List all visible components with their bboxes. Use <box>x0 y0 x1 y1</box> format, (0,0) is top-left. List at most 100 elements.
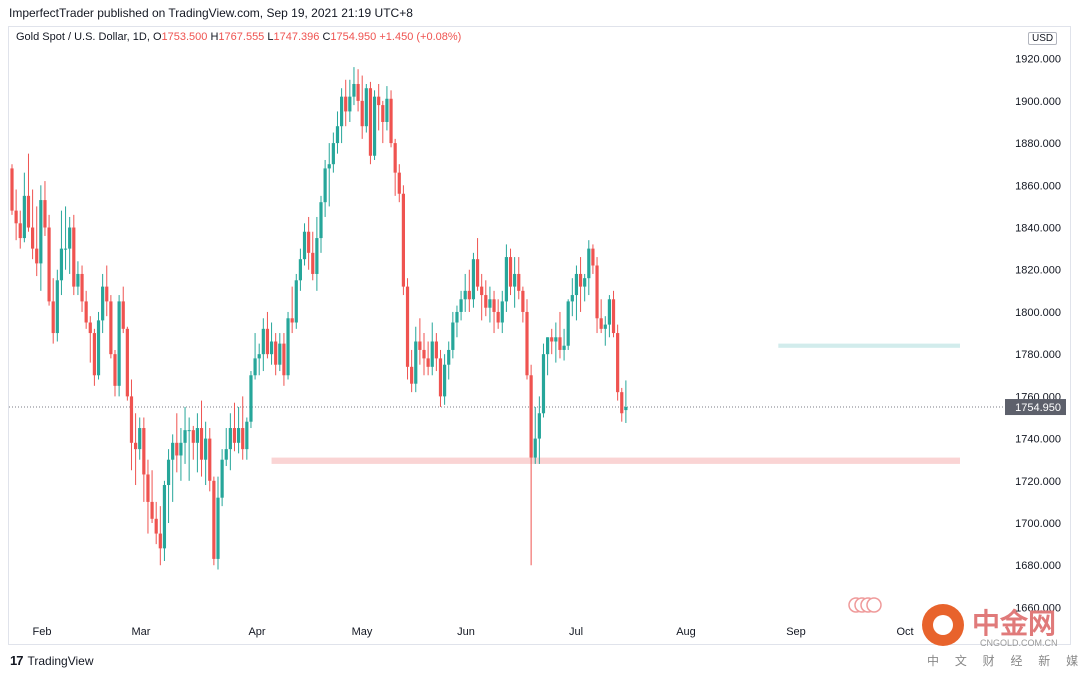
time-tick-label: Jul <box>569 626 583 638</box>
candle-body <box>422 349 426 359</box>
candle-body <box>418 341 422 350</box>
candle-body <box>105 286 109 302</box>
candle-body <box>566 301 570 346</box>
currency-badge[interactable]: USD <box>1028 32 1058 45</box>
candle-body <box>455 311 459 323</box>
candle-body <box>109 301 113 355</box>
candle-body <box>434 341 438 359</box>
candle-body <box>578 273 583 287</box>
candle-body <box>537 413 541 439</box>
candle-body <box>583 278 587 287</box>
candle-body <box>529 375 533 458</box>
candle-body <box>414 341 418 384</box>
candle-body <box>624 407 628 411</box>
candle-body <box>72 227 76 287</box>
candle-body <box>191 430 195 443</box>
candle-body <box>616 333 620 393</box>
candle-body <box>352 83 356 97</box>
candle-body <box>311 252 315 274</box>
candle-body <box>26 195 31 228</box>
candle-body <box>245 421 249 450</box>
candle-body <box>302 231 307 260</box>
candle-body <box>241 428 245 450</box>
open-label: O <box>152 31 162 43</box>
candle-body <box>319 202 323 239</box>
candle-body <box>467 290 471 300</box>
candle-body <box>459 299 463 312</box>
tradingview-brand: TradingView <box>27 653 94 668</box>
price-tick-label: 1820.000 <box>1015 265 1061 277</box>
candle-body <box>269 341 274 355</box>
candle-body <box>158 533 162 549</box>
price-tick-label: 1720.000 <box>1015 476 1061 488</box>
close-value: 1754.950 <box>330 31 377 43</box>
candle-body <box>393 143 397 173</box>
candle-body <box>113 354 117 386</box>
candle-body <box>521 290 525 312</box>
candle-body <box>80 273 84 302</box>
change-value: +1.450 (+0.08%) <box>379 31 462 43</box>
time-tick-label: Mar <box>132 626 151 638</box>
candle-body <box>323 168 327 203</box>
candle-body <box>274 341 278 365</box>
high-value: 1767.555 <box>218 31 265 43</box>
open-value: 1753.500 <box>161 31 208 43</box>
watermark-tagline: 中 文 财 经 新 媒 体 <box>927 654 1080 668</box>
candle-body <box>117 301 121 386</box>
candle-body <box>84 301 88 323</box>
candle-body <box>517 273 521 291</box>
candle-body <box>599 318 603 329</box>
economic-event-icon <box>866 597 882 613</box>
candle-body <box>488 299 492 308</box>
candle-body <box>96 320 101 376</box>
candle-body <box>587 248 591 279</box>
candle-body <box>513 273 517 287</box>
candle-body <box>199 428 204 460</box>
candle-body <box>232 428 237 443</box>
candle-body <box>166 459 171 486</box>
candle-body <box>595 265 599 319</box>
candle-body <box>397 172 401 194</box>
time-tick-label: May <box>352 626 373 638</box>
candle-body <box>385 98 389 122</box>
candle-body <box>249 375 253 422</box>
candle-body <box>368 88 373 156</box>
candle-body <box>179 442 183 456</box>
candle-body <box>138 428 142 450</box>
candle-body <box>438 358 443 397</box>
tradingview-footer[interactable]: 17 TradingView <box>10 653 94 668</box>
candle-body <box>480 286 484 296</box>
time-tick-label: Feb <box>33 626 52 638</box>
price-tick-label: 1660.000 <box>1015 602 1061 614</box>
price-tick-label: 1860.000 <box>1015 180 1061 192</box>
candle-body <box>405 286 410 367</box>
candle-body <box>22 195 26 239</box>
candle-body <box>360 100 364 127</box>
candle-body <box>59 248 64 281</box>
candle-body <box>18 223 22 239</box>
candle-body <box>550 337 554 342</box>
last-price-badge <box>1005 399 1066 416</box>
candle-body <box>401 193 405 287</box>
close-label: C <box>322 31 331 43</box>
candle-body <box>125 328 129 397</box>
candle-body <box>570 295 574 302</box>
candle-body <box>377 96 381 106</box>
candle-body <box>35 248 39 264</box>
candle-body <box>541 354 546 414</box>
candle-body <box>496 311 500 323</box>
candle-body <box>237 428 241 443</box>
candle-body <box>101 286 105 321</box>
candle-body <box>430 341 434 367</box>
candle-body <box>63 248 68 250</box>
candle-body <box>294 280 298 323</box>
candle-body <box>290 318 294 323</box>
candle-body <box>39 200 43 264</box>
symbol-name: Gold Spot / U.S. Dollar, 1D, <box>16 31 150 43</box>
price-tick-label: 1900.000 <box>1015 96 1061 108</box>
candle-body <box>286 318 290 376</box>
high-label: H <box>210 31 219 43</box>
candle-body <box>607 299 611 325</box>
candle-body <box>447 349 451 365</box>
